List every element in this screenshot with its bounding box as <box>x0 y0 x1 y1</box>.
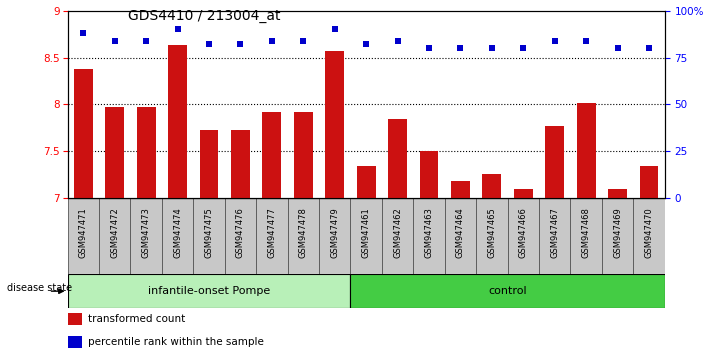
Text: infantile-onset Pompe: infantile-onset Pompe <box>148 286 270 296</box>
Text: GSM947466: GSM947466 <box>519 207 528 258</box>
Text: GSM947475: GSM947475 <box>205 207 213 258</box>
Bar <box>351 198 382 274</box>
Point <box>203 41 215 47</box>
Point <box>329 27 341 32</box>
Text: GSM947479: GSM947479 <box>330 207 339 258</box>
Bar <box>137 107 156 198</box>
Text: GSM947471: GSM947471 <box>79 207 87 258</box>
Bar <box>476 198 508 274</box>
Bar <box>608 189 627 198</box>
Bar <box>545 126 565 198</box>
Point <box>266 38 277 44</box>
Point <box>580 38 592 44</box>
Text: GSM947476: GSM947476 <box>236 207 245 258</box>
Text: GSM947478: GSM947478 <box>299 207 308 258</box>
Bar <box>225 198 256 274</box>
Text: GSM947469: GSM947469 <box>613 207 622 258</box>
Bar <box>319 198 351 274</box>
Bar <box>357 166 375 198</box>
Bar <box>74 69 92 198</box>
Point <box>643 45 655 51</box>
Bar <box>168 45 187 198</box>
Point <box>549 38 560 44</box>
Bar <box>577 103 596 198</box>
Bar <box>193 198 225 274</box>
Text: GSM947474: GSM947474 <box>173 207 182 258</box>
Bar <box>162 198 193 274</box>
Bar <box>388 119 407 198</box>
Text: transformed count: transformed count <box>88 314 186 324</box>
Bar <box>99 198 130 274</box>
Bar <box>419 152 439 198</box>
Point <box>360 41 372 47</box>
Text: GSM947470: GSM947470 <box>645 207 653 258</box>
Point <box>77 30 89 36</box>
Bar <box>508 198 539 274</box>
Bar <box>539 198 570 274</box>
Bar <box>231 130 250 198</box>
Bar <box>68 198 99 274</box>
Bar <box>326 51 344 198</box>
Point <box>423 45 434 51</box>
Text: GSM947467: GSM947467 <box>550 207 560 258</box>
Bar <box>68 313 82 325</box>
Point <box>612 45 624 51</box>
Bar <box>445 198 476 274</box>
Bar <box>570 198 602 274</box>
Point <box>109 38 120 44</box>
Text: GSM947462: GSM947462 <box>393 207 402 258</box>
Bar <box>640 166 658 198</box>
Bar <box>602 198 634 274</box>
Text: control: control <box>488 286 527 296</box>
Point <box>518 45 529 51</box>
Text: percentile rank within the sample: percentile rank within the sample <box>88 337 264 347</box>
Text: GSM947461: GSM947461 <box>362 207 370 258</box>
Bar <box>514 189 533 198</box>
Bar <box>451 181 470 198</box>
Point <box>455 45 466 51</box>
Text: GSM947468: GSM947468 <box>582 207 591 258</box>
Bar <box>382 198 413 274</box>
Bar <box>68 274 351 308</box>
Bar <box>413 198 445 274</box>
Bar <box>483 174 501 198</box>
Point <box>392 38 403 44</box>
Bar <box>294 112 313 198</box>
Bar <box>634 198 665 274</box>
Text: GSM947463: GSM947463 <box>424 207 434 258</box>
Text: GSM947465: GSM947465 <box>488 207 496 258</box>
Point <box>235 41 246 47</box>
Bar <box>262 112 282 198</box>
Bar <box>351 274 665 308</box>
Bar <box>200 130 218 198</box>
Bar <box>68 336 82 348</box>
Text: disease state: disease state <box>7 282 73 293</box>
Text: GSM947477: GSM947477 <box>267 207 277 258</box>
Point <box>298 38 309 44</box>
Bar <box>130 198 162 274</box>
Point <box>486 45 498 51</box>
Text: GDS4410 / 213004_at: GDS4410 / 213004_at <box>128 9 280 23</box>
Point <box>172 27 183 32</box>
Text: GSM947473: GSM947473 <box>141 207 151 258</box>
Text: GSM947472: GSM947472 <box>110 207 119 258</box>
Bar <box>105 107 124 198</box>
Point <box>141 38 152 44</box>
Text: GSM947464: GSM947464 <box>456 207 465 258</box>
Bar <box>287 198 319 274</box>
Bar <box>256 198 287 274</box>
